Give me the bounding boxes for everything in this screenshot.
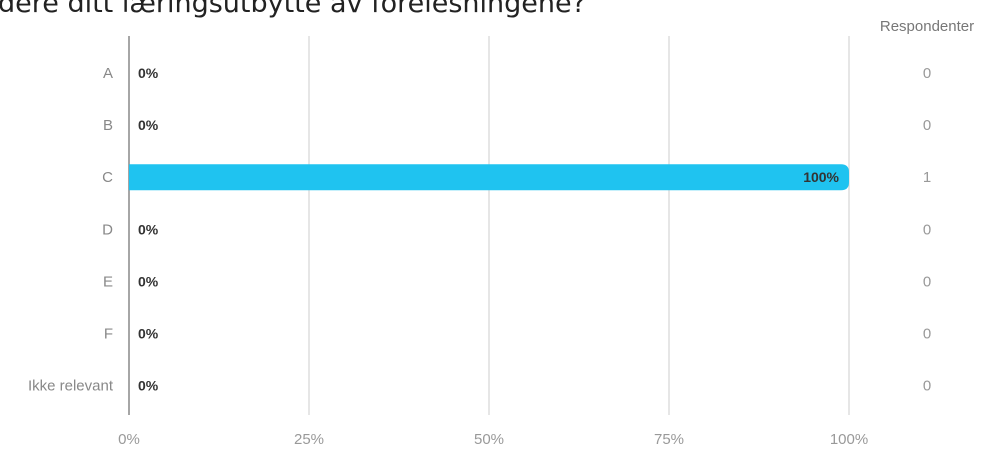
respondent-count: 0	[923, 378, 931, 395]
chart-title: dere ditt læringsutbytte av forelesninge…	[0, 0, 586, 19]
value-label: 0%	[138, 65, 159, 81]
category-label: B	[103, 117, 113, 134]
category-label: C	[102, 169, 113, 186]
x-tick-label: 25%	[294, 431, 324, 448]
respondents-header: Respondenter	[880, 18, 974, 35]
respondent-count: 0	[923, 65, 931, 82]
value-label: 100%	[803, 169, 839, 185]
value-label: 0%	[138, 117, 159, 133]
category-label: D	[102, 221, 113, 238]
respondent-count: 0	[923, 326, 931, 343]
labels: 0% 25% 50% 75% 100% A 0% 0 B 0% 0 C 100% 1 D 0% 0 E 0% 0 F 0%…	[28, 65, 931, 448]
value-label: 0%	[138, 378, 159, 394]
x-tick-label: 50%	[474, 431, 504, 448]
respondent-count: 0	[923, 273, 931, 290]
category-label: F	[104, 326, 113, 343]
value-label: 0%	[138, 221, 159, 237]
respondent-count: 1	[923, 169, 931, 186]
category-label: Ikke relevant	[28, 378, 114, 395]
x-tick-label: 0%	[118, 431, 140, 448]
bar	[129, 164, 849, 191]
grid-lines	[128, 36, 850, 415]
value-label: 0%	[138, 326, 159, 342]
category-label: A	[103, 65, 113, 82]
bars	[129, 164, 849, 191]
x-tick-label: 75%	[654, 431, 684, 448]
respondent-count: 0	[923, 221, 931, 238]
category-label: E	[103, 273, 113, 290]
respondent-count: 0	[923, 117, 931, 134]
value-label: 0%	[138, 273, 159, 289]
x-tick-label: 100%	[830, 431, 868, 448]
